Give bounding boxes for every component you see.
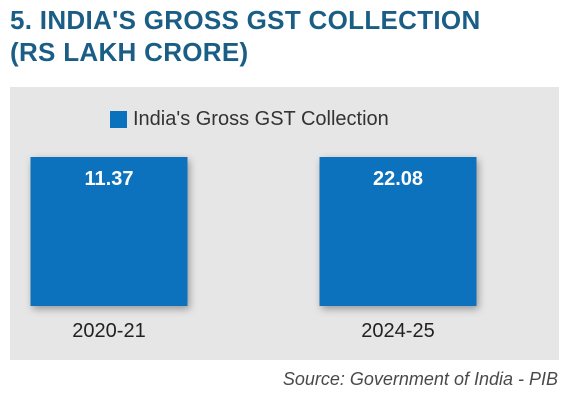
x-tick-2020-21: 2020-21 — [72, 320, 145, 342]
chart-title: 5. INDIA'S GROSS GST COLLECTION (RS LAKH… — [10, 4, 570, 68]
legend: India's Gross GST Collection — [110, 107, 389, 131]
x-tick-2024-25: 2024-25 — [361, 320, 434, 342]
legend-label: India's Gross GST Collection — [133, 107, 389, 130]
chart-panel: India's Gross GST Collection 11.37 2020-2… — [10, 87, 559, 360]
legend-swatch — [110, 110, 127, 128]
chart-title-line1: 5. INDIA'S GROSS GST COLLECTION — [10, 5, 481, 35]
chart-title-line2: (RS LAKH CRORE) — [10, 37, 249, 67]
bar-chart-svg: 11.37 2020-21 22.08 2024-25 — [30, 157, 477, 342]
source-note: Source: Government of India - PIB — [282, 369, 558, 389]
bar-2024-25 — [319, 157, 477, 306]
bar-2020-21 — [30, 157, 188, 306]
data-label-2024-25: 22.08 — [373, 168, 423, 190]
data-label-2020-21: 11.37 — [85, 168, 134, 190]
